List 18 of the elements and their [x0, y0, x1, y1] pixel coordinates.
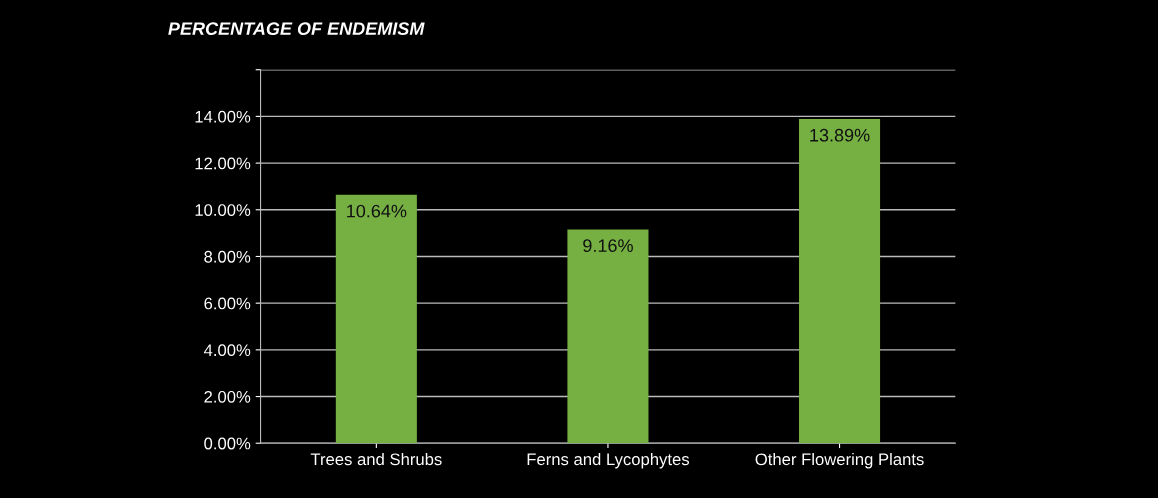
- bar: [567, 229, 649, 444]
- data-label: 13.89%: [810, 128, 870, 142]
- data-label: 9.16%: [583, 239, 633, 252]
- bar: [799, 118, 881, 444]
- y-tick-label: 6.00%: [204, 297, 251, 310]
- y-tick-label: 14.00%: [195, 110, 251, 123]
- chart-title: PERCENTAGE OF ENDEMISM: [168, 22, 425, 36]
- x-tick-label: Trees and Shrubs: [310, 452, 442, 466]
- y-tick-label: 4.00%: [203, 344, 251, 357]
- bar: [335, 194, 417, 444]
- y-tick-label: 10.00%: [195, 204, 251, 216]
- y-tick-label: 0.00%: [204, 437, 251, 450]
- data-label: 10.64%: [347, 204, 407, 218]
- x-tick-label: Ferns and Lycophytes: [527, 452, 690, 469]
- y-tick-label: 2.00%: [204, 390, 251, 403]
- y-tick-label: 8.00%: [204, 250, 251, 263]
- y-tick-label: 12.00%: [195, 157, 251, 170]
- x-tick-label: Other Flowering Plants: [755, 452, 924, 469]
